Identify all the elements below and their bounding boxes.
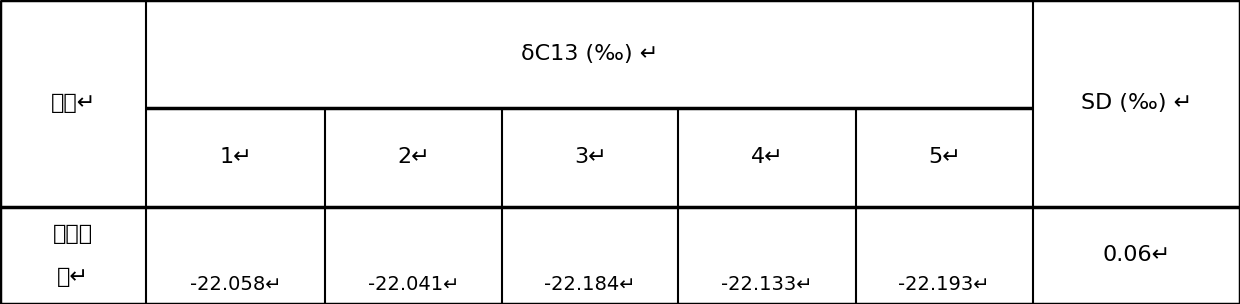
Text: 3↵: 3↵ <box>574 147 606 167</box>
Text: 2↵: 2↵ <box>397 147 430 167</box>
Text: -22.133↵: -22.133↵ <box>722 275 812 294</box>
Text: δC13 (‰) ↵: δC13 (‰) ↵ <box>521 44 658 64</box>
Text: 0.06↵: 0.06↵ <box>1102 245 1171 265</box>
Text: -22.193↵: -22.193↵ <box>899 275 990 294</box>
Text: 1↵: 1↵ <box>219 147 252 167</box>
Text: SD (‰) ↵: SD (‰) ↵ <box>1081 93 1192 113</box>
Text: 样品↵: 样品↵ <box>51 93 95 113</box>
Text: 5↵: 5↵ <box>928 147 961 167</box>
Text: 4↵: 4↵ <box>750 147 784 167</box>
Text: 壤↵: 壤↵ <box>57 267 89 287</box>
Text: -22.058↵: -22.058↵ <box>190 275 281 294</box>
Text: -22.184↵: -22.184↵ <box>544 275 636 294</box>
Text: 湿地土: 湿地土 <box>53 224 93 244</box>
Text: -22.041↵: -22.041↵ <box>368 275 459 294</box>
